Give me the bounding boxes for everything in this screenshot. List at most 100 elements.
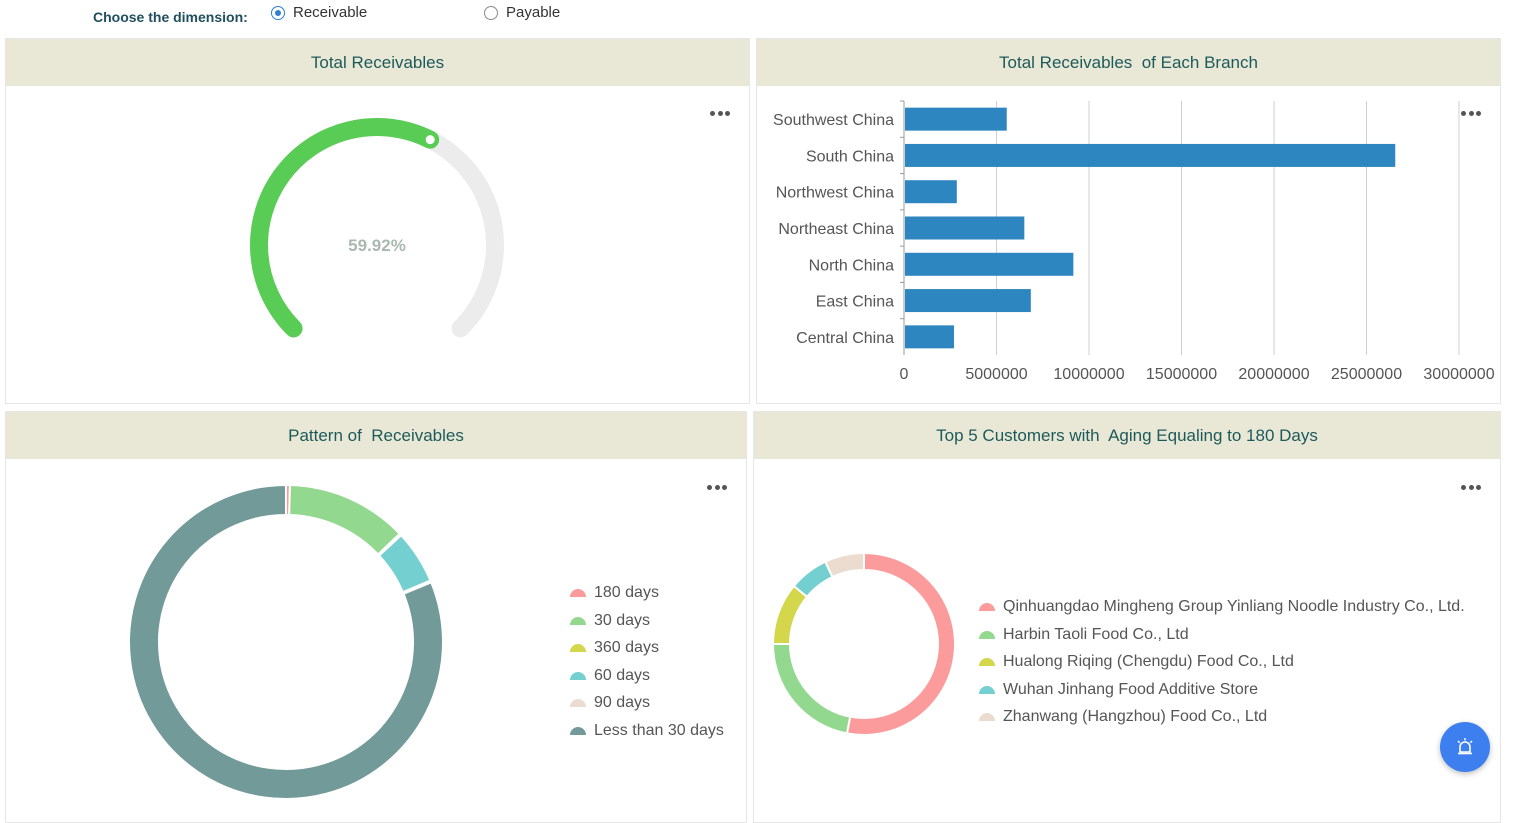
- x-tick-label: 25000000: [1331, 366, 1402, 383]
- legend-swatch: [570, 644, 586, 653]
- top5-customers-title: Top 5 Customers with Aging Equaling to 1…: [936, 425, 1318, 445]
- x-tick-label: 30000000: [1423, 366, 1494, 383]
- bar[interactable]: [905, 143, 1396, 167]
- x-tick-label: 20000000: [1238, 366, 1309, 383]
- category-label: South China: [806, 148, 894, 165]
- branch-receivables-panel: Total Receivables of Each Branch 0 500000…: [756, 38, 1501, 404]
- top5-customers-header: Top 5 Customers with Aging Equaling to 1…: [754, 412, 1500, 459]
- gauge-progress: [250, 118, 440, 338]
- gauge-chart: 59.92%: [250, 118, 504, 338]
- dot-icon: [1468, 110, 1474, 116]
- legend-label: Zhanwang (Hangzhou) Food Co., Ltd: [1003, 708, 1268, 725]
- bar[interactable]: [905, 107, 1007, 131]
- category-label: Central China: [796, 330, 894, 347]
- legend-label: 180 days: [594, 584, 659, 601]
- branch-receivables-more-button[interactable]: [1458, 106, 1484, 120]
- dimension-selector: Choose the dimension: Receivable Payable: [0, 0, 1513, 36]
- dot-icon: [722, 484, 727, 490]
- dot-icon: [1461, 484, 1466, 490]
- branch-bar-chart: 0 5000000 10000000 15000000 20000000 25000000…: [773, 100, 1495, 383]
- pattern-receivables-header: Pattern of Receivables: [6, 412, 746, 459]
- branch-receivables-title: Total Receivables of Each Branch: [999, 52, 1258, 72]
- dot-icon: [717, 110, 723, 116]
- donut-slice[interactable]: [845, 551, 956, 736]
- legend-item[interactable]: Zhanwang (Hangzhou) Food Co., Ltd: [979, 708, 1267, 726]
- radio-receivable[interactable]: Receivable: [271, 4, 367, 21]
- dot-icon: [1468, 484, 1474, 490]
- bar[interactable]: [905, 325, 955, 349]
- legend-label: Qinhuangdao Mingheng Group Yinliang Nood…: [1003, 598, 1465, 615]
- donut-slice[interactable]: [771, 584, 809, 645]
- gauge-knob[interactable]: [422, 132, 438, 148]
- radio-receivable-circle[interactable]: [271, 5, 285, 20]
- donut-slice[interactable]: [288, 484, 402, 556]
- x-tick-label: 15000000: [1146, 366, 1217, 383]
- legend-swatch: [979, 658, 995, 666]
- pattern-receivables-more-button[interactable]: [704, 480, 730, 494]
- top5-customers-more-button[interactable]: [1458, 480, 1484, 494]
- legend-item[interactable]: Qinhuangdao Mingheng Group Yinliang Nood…: [979, 598, 1465, 616]
- dimension-label: Choose the dimension:: [93, 9, 248, 25]
- legend-swatch: [570, 699, 586, 708]
- donut-slice[interactable]: [771, 643, 852, 735]
- total-receivables-header: Total Receivables: [6, 39, 749, 86]
- legend-swatch: [570, 589, 586, 597]
- x-tick-label: 10000000: [1053, 366, 1124, 383]
- alarm-fab-button[interactable]: [1440, 722, 1490, 772]
- legend-item[interactable]: 60 days: [570, 667, 650, 685]
- category-label: Northeast China: [778, 221, 894, 238]
- donut-slice[interactable]: [128, 483, 444, 800]
- dot-icon: [1461, 110, 1466, 116]
- legend-label: Hualong Riqing (Chengdu) Food Co., Ltd: [1003, 653, 1294, 670]
- legend-swatch: [570, 616, 586, 625]
- legend-swatch: [979, 603, 995, 611]
- legend-item[interactable]: 90 days: [570, 694, 650, 712]
- x-tick-label: 0: [900, 366, 909, 383]
- radio-payable-circle[interactable]: [484, 5, 498, 20]
- category-label: North China: [809, 257, 894, 274]
- dot-icon: [707, 484, 712, 490]
- top5-donut-chart: [771, 551, 956, 736]
- pattern-donut-chart: [128, 483, 444, 800]
- bar[interactable]: [905, 289, 1031, 313]
- dot-icon: [725, 110, 730, 116]
- donut-slice[interactable]: [823, 551, 865, 579]
- legend-label: 60 days: [594, 666, 651, 684]
- legend-swatch: [979, 630, 995, 639]
- total-receivables-more-button[interactable]: [707, 106, 733, 120]
- pattern-receivables-panel: Pattern of Receivables 180 days 30 days 36…: [5, 411, 747, 823]
- legend-item[interactable]: 360 days: [570, 639, 659, 657]
- legend-swatch: [979, 685, 995, 694]
- total-receivables-panel: Total Receivables 59.92%: [5, 38, 750, 404]
- legend-item[interactable]: Less than 30 days: [570, 722, 724, 740]
- dot-icon: [710, 110, 715, 116]
- radio-payable[interactable]: Payable: [484, 4, 560, 21]
- dot-icon: [1476, 484, 1481, 490]
- total-receivables-title: Total Receivables: [310, 52, 445, 72]
- legend-label: 90 days: [594, 694, 651, 712]
- legend-item[interactable]: Hualong Riqing (Chengdu) Food Co., Ltd: [979, 653, 1294, 671]
- pattern-receivables-title: Pattern of Receivables: [288, 425, 464, 445]
- bar[interactable]: [905, 252, 1074, 276]
- bar[interactable]: [905, 216, 1025, 240]
- category-label: Southwest China: [773, 112, 894, 129]
- legend-label: Harbin Taoli Food Co., Ltd: [1003, 625, 1189, 643]
- legend-item[interactable]: Wuhan Jinhang Food Additive Store: [979, 681, 1258, 699]
- legend-label: 30 days: [594, 611, 651, 629]
- gauge-value-label: 59.92%: [348, 236, 406, 255]
- dot-icon: [1476, 110, 1481, 116]
- legend-item[interactable]: Harbin Taoli Food Co., Ltd: [979, 626, 1189, 644]
- legend-swatch: [570, 671, 586, 680]
- legend-label: Less than 30 days: [594, 722, 724, 739]
- alarm-icon: [1457, 738, 1473, 755]
- bar[interactable]: [905, 180, 957, 204]
- radio-payable-label[interactable]: Payable: [506, 4, 561, 21]
- x-tick-label: 5000000: [965, 366, 1027, 383]
- radio-receivable-label[interactable]: Receivable: [293, 4, 368, 21]
- legend-item[interactable]: 180 days: [570, 584, 659, 602]
- legend-swatch: [570, 727, 586, 735]
- legend-item[interactable]: 30 days: [570, 612, 650, 630]
- branch-receivables-header: Total Receivables of Each Branch: [757, 39, 1500, 86]
- dot-icon: [714, 484, 720, 490]
- top5-customers-panel: Top 5 Customers with Aging Equaling to 1…: [753, 411, 1501, 823]
